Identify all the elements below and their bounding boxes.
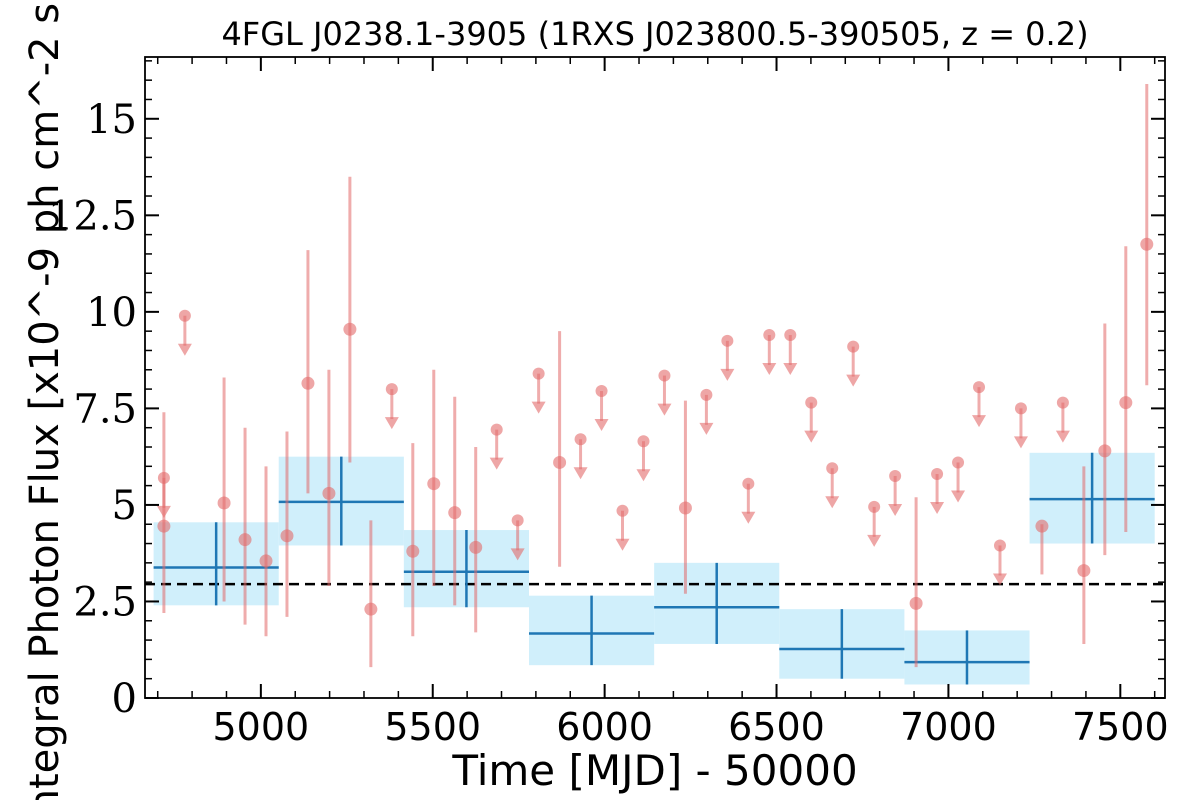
x-tick-label: 5000: [212, 705, 309, 749]
y-tick-label: 15: [86, 97, 137, 143]
data-point: [1035, 519, 1049, 533]
upper-limit-point: [658, 369, 671, 382]
upper-limit-arrowhead: [972, 415, 987, 428]
y-axis-label: Integral Photon Flux [x10^-9 ph cm^-2 s^…: [22, 0, 68, 800]
upper-limit-point: [847, 340, 860, 353]
upper-limit-point: [595, 385, 608, 398]
upper-limit-point: [385, 383, 398, 396]
data-point: [448, 506, 462, 520]
upper-limit-arrowhead: [930, 502, 945, 515]
upper-limit-arrowhead: [951, 490, 966, 503]
upper-limit-arrowhead: [825, 496, 840, 509]
upper-limit-point: [973, 381, 986, 394]
upper-limit-arrowhead: [384, 417, 399, 430]
plot-frame: [144, 56, 1166, 699]
upper-limit-point: [784, 329, 797, 342]
upper-limit-point: [868, 500, 881, 513]
x-tick-label: 7500: [1072, 705, 1169, 749]
data-point: [280, 529, 294, 543]
upper-limit-arrowhead: [867, 534, 882, 547]
data-point: [238, 533, 252, 547]
upper-limit-arrowhead: [741, 511, 756, 524]
upper-limit-arrowhead: [615, 538, 630, 551]
data-point: [301, 376, 315, 390]
y-tick-label: 12.5: [48, 193, 137, 239]
upper-limit-point: [721, 334, 734, 347]
data-point: [553, 455, 567, 469]
upper-limit-point: [1014, 402, 1027, 415]
data-point: [406, 544, 420, 558]
upper-limit-arrowhead: [888, 503, 903, 516]
upper-limit-point: [805, 396, 818, 409]
upper-limit-arrowhead: [594, 419, 609, 432]
upper-limit-arrowhead: [783, 363, 798, 376]
upper-limit-arrowhead: [762, 363, 777, 376]
upper-limit-point: [490, 423, 503, 436]
chart-title: 4FGL J0238.1-3905 (1RXS J023800.5-390505…: [221, 15, 1088, 53]
upper-limit-arrowhead: [489, 457, 504, 470]
upper-limit-arrowhead: [156, 505, 171, 518]
data-point: [909, 596, 923, 610]
y-tick-label: 5: [112, 483, 137, 529]
upper-limit-arrowhead: [992, 573, 1007, 586]
upper-limit-arrowhead: [177, 343, 192, 356]
x-axis-label: Time [MJD] - 50000: [451, 746, 857, 795]
upper-limit-arrowhead: [657, 403, 672, 416]
data-point: [1119, 396, 1133, 410]
data-point: [322, 486, 336, 500]
upper-limit-arrowhead: [510, 548, 525, 561]
data-point: [678, 501, 692, 515]
upper-limit-point: [952, 456, 965, 469]
upper-limit-point: [1056, 396, 1069, 409]
upper-limit-arrowhead: [699, 422, 714, 435]
data-point: [259, 554, 273, 568]
data-point: [343, 322, 357, 336]
upper-limit-arrowhead: [1055, 430, 1070, 443]
data-point: [1140, 237, 1154, 251]
upper-limit-point: [826, 462, 839, 475]
upper-limit-arrowhead: [636, 469, 651, 482]
x-tick-label: 5500: [384, 705, 481, 749]
data-point: [1077, 564, 1091, 578]
upper-limit-point: [178, 309, 191, 322]
x-tick-label: 6500: [728, 705, 825, 749]
data-point: [469, 540, 483, 554]
x-tick-label: 7000: [900, 705, 997, 749]
data-point: [217, 496, 231, 510]
upper-limit-arrowhead: [846, 374, 861, 387]
plot-area: [145, 84, 1165, 685]
y-tick-label: 2.5: [73, 579, 137, 625]
upper-limit-arrowhead: [531, 401, 546, 414]
upper-limit-point: [511, 514, 524, 527]
y-tick-label: 7.5: [73, 386, 137, 432]
upper-limit-point: [931, 468, 944, 481]
upper-limit-point: [700, 388, 713, 401]
upper-limit-arrowhead: [720, 368, 735, 381]
upper-limit-point: [742, 477, 755, 490]
upper-limit-point: [763, 329, 776, 342]
upper-limit-point: [637, 435, 650, 448]
upper-limit-point: [574, 433, 587, 446]
data-point: [427, 477, 441, 491]
upper-limit-point: [532, 367, 545, 380]
y-tick-label: 0: [112, 676, 137, 722]
upper-limit-point: [157, 471, 170, 484]
y-tick-label: 10: [86, 290, 137, 336]
data-point: [1098, 444, 1112, 458]
upper-limit-arrowhead: [573, 467, 588, 480]
x-tick-label: 6000: [556, 705, 653, 749]
upper-limit-arrowhead: [804, 430, 819, 443]
upper-limit-point: [616, 504, 629, 517]
upper-limit-point: [889, 469, 902, 482]
upper-limit-point: [993, 539, 1006, 552]
data-point: [364, 602, 378, 616]
axes: 5000 5500 6000 6500 7000 7500 0 2.5 5 7.5 10 12.5 15: [48, 56, 1169, 749]
data-point: [157, 519, 171, 533]
upper-limit-arrowhead: [1013, 436, 1028, 449]
